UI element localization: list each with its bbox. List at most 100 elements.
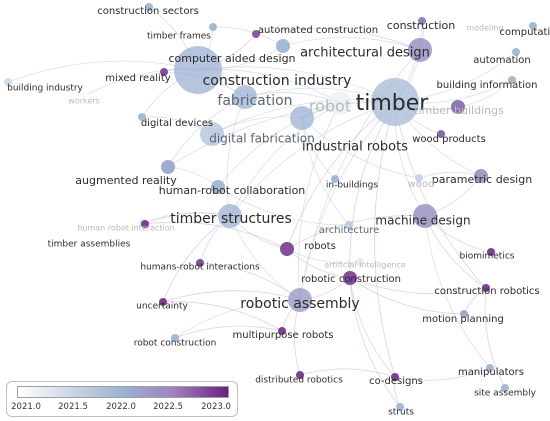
node-architecture[interactable] bbox=[345, 221, 353, 229]
node-site-assembly[interactable] bbox=[501, 384, 509, 392]
node-modeling[interactable] bbox=[484, 21, 492, 29]
label-mixed-reality[interactable]: mixed reality bbox=[105, 73, 170, 84]
label-wood[interactable]: wood bbox=[408, 179, 435, 190]
node-timber-buildings[interactable] bbox=[451, 100, 465, 114]
label-modeling[interactable]: modeling bbox=[466, 24, 503, 33]
node-augmented-reality[interactable] bbox=[161, 160, 175, 174]
node-co-designs[interactable] bbox=[391, 373, 399, 381]
label-fabrication[interactable]: fabrication bbox=[217, 93, 292, 109]
legend-tick: 2021.5 bbox=[58, 402, 88, 412]
label-augmented-reality[interactable]: augmented reality bbox=[75, 174, 177, 187]
label-human-robot-interaction[interactable]: human robot interaction bbox=[77, 224, 174, 233]
label-construction-industry[interactable]: construction industry bbox=[203, 73, 352, 89]
label-industrial-robots[interactable]: industrial robots bbox=[302, 140, 408, 155]
node-struts[interactable] bbox=[396, 403, 404, 411]
node-workers[interactable] bbox=[81, 92, 89, 100]
label-timber-buildings[interactable]: timber buildings bbox=[414, 104, 504, 117]
node-biomimetics[interactable] bbox=[487, 248, 495, 256]
label-in-buildings[interactable]: in-buildings bbox=[326, 181, 379, 191]
node-building-information[interactable] bbox=[508, 76, 516, 84]
label-computation[interactable]: computation bbox=[499, 27, 550, 38]
label-distributed-robotics[interactable]: distributed robotics bbox=[255, 376, 343, 386]
node-robot-construction[interactable] bbox=[171, 334, 179, 342]
node-robotic-construction[interactable] bbox=[343, 271, 357, 285]
label-manipulators[interactable]: manipulators bbox=[458, 367, 524, 378]
node-multipurpose-robots[interactable] bbox=[278, 327, 286, 335]
node-digital-fabrication[interactable] bbox=[200, 122, 224, 146]
label-machine-design[interactable]: machine design bbox=[375, 214, 470, 228]
node-timber-frames[interactable] bbox=[209, 23, 217, 31]
label-architectural-design[interactable]: architectural design bbox=[300, 46, 430, 61]
label-humans-robot-interactions[interactable]: humans-robot interactions bbox=[140, 263, 260, 273]
label-robotic-assembly[interactable]: robotic assembly bbox=[240, 296, 359, 312]
node-robots[interactable] bbox=[280, 242, 294, 256]
node-automated-construction[interactable] bbox=[252, 30, 260, 38]
label-biomimetics[interactable]: biomimetics bbox=[460, 252, 515, 262]
label-parametric-design[interactable]: parametric design bbox=[432, 173, 532, 186]
label-timber-structures[interactable]: timber structures bbox=[170, 211, 292, 227]
label-timber-frames[interactable]: timber frames bbox=[147, 32, 211, 42]
node-robots-center[interactable] bbox=[328, 91, 352, 115]
node-digital-devices[interactable] bbox=[138, 113, 146, 121]
node-wood-products[interactable] bbox=[437, 130, 445, 138]
node-construction-sectors[interactable] bbox=[145, 3, 153, 11]
label-architecture[interactable]: architecture bbox=[319, 225, 380, 236]
node-uncertainty[interactable] bbox=[159, 298, 167, 306]
node-timber[interactable] bbox=[371, 78, 419, 126]
label-motion-planning[interactable]: motion planning bbox=[422, 314, 504, 325]
label-construction-robotics[interactable]: construction robotics bbox=[434, 286, 539, 297]
label-multipurpose-robots[interactable]: multipurpose robots bbox=[233, 330, 334, 341]
label-computer-aided-design[interactable]: computer aided design bbox=[168, 52, 295, 65]
node-motion-planning[interactable] bbox=[460, 310, 468, 318]
label-struts[interactable]: struts bbox=[388, 408, 414, 418]
node-distributed-robotics[interactable] bbox=[296, 371, 304, 379]
node-construction-robotics[interactable] bbox=[482, 284, 490, 292]
node-wood[interactable] bbox=[415, 174, 423, 182]
label-timber[interactable]: timber bbox=[356, 91, 430, 116]
node-architectural-design[interactable] bbox=[408, 38, 432, 62]
label-timber-assemblies[interactable]: timber assemblies bbox=[48, 240, 131, 250]
node-timber-assemblies[interactable] bbox=[141, 220, 149, 228]
node-machine-design[interactable] bbox=[413, 204, 437, 228]
node-building-industry[interactable] bbox=[4, 78, 12, 86]
node-industrial-robots[interactable] bbox=[290, 106, 314, 130]
node-robotic-assembly[interactable] bbox=[288, 288, 312, 312]
node-mixed-reality[interactable] bbox=[160, 68, 168, 76]
label-wood-products[interactable]: wood products bbox=[412, 134, 486, 145]
node-automation[interactable] bbox=[512, 48, 520, 56]
node-humans-robot-interactions[interactable] bbox=[196, 259, 204, 267]
label-co-designs[interactable]: co-designs bbox=[369, 376, 423, 387]
node-computation[interactable] bbox=[529, 22, 537, 30]
label-workers[interactable]: workers bbox=[68, 97, 99, 106]
node-construction[interactable] bbox=[418, 17, 426, 25]
node-construction-industry[interactable] bbox=[174, 46, 222, 94]
node-parametric-design[interactable] bbox=[474, 169, 488, 183]
label-construction-sectors[interactable]: construction sectors bbox=[97, 6, 199, 17]
label-site-assembly[interactable]: site assembly bbox=[474, 389, 537, 399]
label-robot-construction[interactable]: robot construction bbox=[134, 339, 217, 349]
label-uncertainty[interactable]: uncertainty bbox=[136, 302, 188, 312]
node-in-buildings[interactable] bbox=[331, 175, 339, 183]
label-digital-devices[interactable]: digital devices bbox=[141, 118, 213, 129]
label-artificial-intelligence[interactable]: artificial intelligence bbox=[324, 261, 405, 270]
label-robots-center[interactable]: robot bbox=[309, 97, 351, 116]
node-computer-aided-design[interactable] bbox=[276, 39, 290, 53]
node-human-robot-collaboration[interactable] bbox=[211, 180, 225, 194]
label-automation[interactable]: automation bbox=[473, 55, 531, 66]
label-digital-fabrication[interactable]: digital fabrication bbox=[209, 132, 315, 146]
network-link bbox=[349, 277, 487, 295]
label-human-robot-collaboration[interactable]: human-robot collaboration bbox=[159, 184, 306, 197]
label-building-industry[interactable]: building industry bbox=[7, 84, 83, 94]
node-manipulators[interactable] bbox=[486, 364, 494, 372]
label-building-information[interactable]: building information bbox=[437, 80, 538, 91]
label-automated-construction[interactable]: automated construction bbox=[258, 25, 378, 36]
node-timber-structures[interactable] bbox=[218, 204, 242, 228]
node-artificial-intelligence[interactable] bbox=[356, 258, 364, 266]
legend-tick: 2022.0 bbox=[106, 402, 136, 412]
label-construction[interactable]: construction bbox=[387, 19, 455, 32]
network-link bbox=[229, 102, 341, 217]
label-robots[interactable]: robots bbox=[304, 241, 336, 252]
node-fabrication[interactable] bbox=[233, 85, 257, 109]
label-robotic-construction[interactable]: robotic construction bbox=[301, 274, 401, 285]
